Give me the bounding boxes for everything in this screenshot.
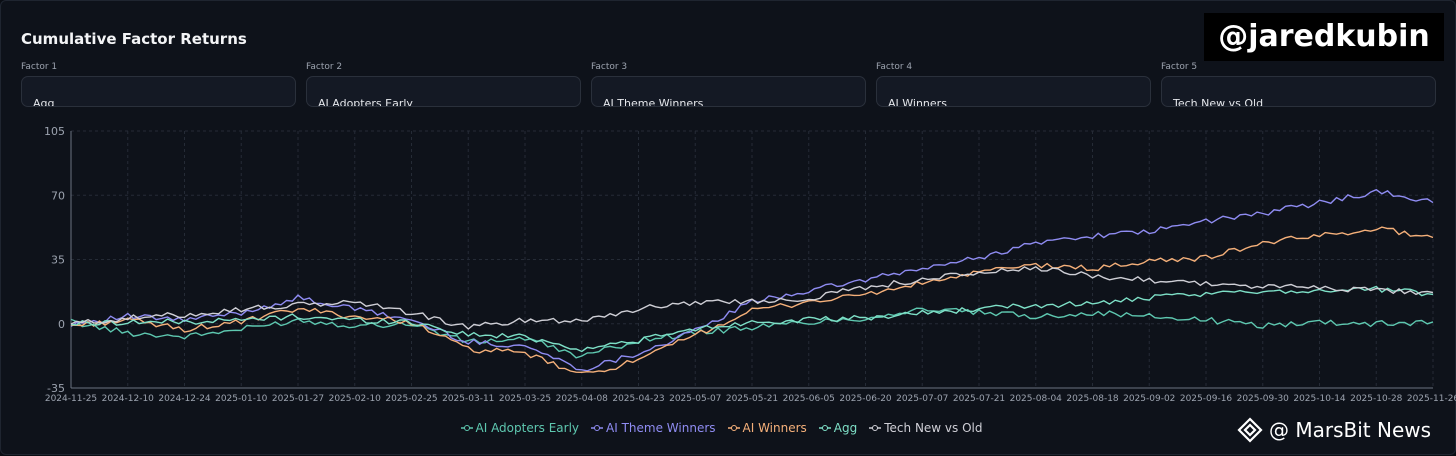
legend-item[interactable]: Agg [818, 421, 858, 435]
x-tick-label: 2025-01-10 [215, 394, 268, 404]
x-tick-label: 2025-09-30 [1237, 394, 1290, 404]
x-tick-label: 2025-01-27 [272, 394, 324, 404]
factor-2-field[interactable]: Factor 2 AI Adopters Early [306, 62, 581, 107]
y-tick-label: 35 [51, 254, 65, 267]
brand-text: @ MarsBit News [1269, 418, 1432, 442]
legend-swatch-icon [460, 425, 473, 431]
watermark-handle: @jaredkubin [1204, 13, 1444, 61]
x-tick-label: 2024-11-25 [45, 394, 97, 404]
factor-2-value: AI Adopters Early [318, 97, 413, 107]
legend-label: AI Adopters Early [475, 421, 580, 435]
grid [70, 130, 1434, 389]
legend-label: AI Theme Winners [606, 421, 716, 435]
x-tick-label: 2025-06-20 [839, 394, 892, 404]
x-tick-label: 2025-08-18 [1066, 394, 1119, 404]
y-tick-label: 105 [44, 125, 65, 138]
factor-5-value: Tech New vs Old [1173, 97, 1264, 107]
legend-swatch-icon [869, 425, 882, 431]
y-tick-label: 70 [51, 189, 65, 202]
factor-2-select[interactable]: AI Adopters Early [306, 76, 581, 107]
x-tick-label: 2025-03-11 [442, 394, 494, 404]
legend-label: AI Winners [742, 421, 807, 435]
legend-item[interactable]: AI Adopters Early [460, 421, 580, 435]
factor-3-select[interactable]: AI Theme Winners [591, 76, 866, 107]
series-line-tech-new-vs-old [70, 265, 1434, 330]
factor-5-field[interactable]: Factor 5 Tech New vs Old [1161, 62, 1436, 107]
x-tick-label: 2025-05-21 [726, 394, 778, 404]
chart-title: Cumulative Factor Returns [21, 30, 247, 48]
factor-1-field[interactable]: Factor 1 Agg [21, 62, 296, 107]
x-tick-label: 2025-07-21 [953, 394, 1005, 404]
legend-label: Tech New vs Old [884, 421, 983, 435]
factor-1-select[interactable]: Agg [21, 76, 296, 107]
factor-1-value: Agg [33, 97, 55, 107]
series-lines [70, 188, 1434, 374]
factor-3-field[interactable]: Factor 3 AI Theme Winners [591, 62, 866, 107]
x-tick-label: 2025-07-07 [896, 394, 948, 404]
axes: -35 0 35 70 105 2024-11-25 2024-12-10 2024-12-2… [44, 125, 1456, 404]
factor-1-label: Factor 1 [21, 62, 58, 72]
legend-swatch-icon [818, 425, 831, 431]
factor-4-field[interactable]: Factor 4 AI Winners [876, 62, 1151, 107]
legend-item[interactable]: AI Winners [727, 421, 807, 435]
marsbit-logo-icon [1237, 417, 1263, 443]
x-tick-label: 2025-02-10 [329, 394, 382, 404]
factor-2-label: Factor 2 [306, 62, 343, 72]
x-tick-label: 2025-03-25 [499, 394, 551, 404]
x-tick-label: 2025-04-08 [556, 394, 609, 404]
factor-3-value: AI Theme Winners [603, 97, 704, 107]
factor-5-select[interactable]: Tech New vs Old [1161, 76, 1436, 107]
y-tick-label: -35 [47, 382, 65, 395]
legend-swatch-icon [591, 425, 604, 431]
x-tick-label: 2024-12-24 [158, 394, 211, 404]
legend-item[interactable]: AI Theme Winners [591, 421, 716, 435]
legend-swatch-icon [727, 425, 740, 431]
x-tick-label: 2025-10-28 [1350, 394, 1403, 404]
x-tick-label: 2025-02-25 [385, 394, 437, 404]
factor-4-value: AI Winners [888, 97, 947, 107]
legend-label: Agg [833, 421, 858, 435]
x-tick-label: 2024-12-10 [102, 394, 155, 404]
x-tick-label: 2025-09-16 [1180, 394, 1233, 404]
x-tick-label: 2025-08-04 [1010, 394, 1063, 404]
series-line-agg [70, 285, 1434, 353]
legend-item[interactable]: Tech New vs Old [869, 421, 983, 435]
x-tick-label: 2025-10-14 [1293, 394, 1346, 404]
factor-5-label: Factor 5 [1161, 62, 1198, 72]
brand-mark: @ MarsBit News [1237, 417, 1431, 443]
x-tick-label: 2025-11-26 [1407, 394, 1456, 404]
factor-3-label: Factor 3 [591, 62, 628, 72]
y-tick-label: 0 [58, 318, 65, 331]
x-tick-label: 2025-06-05 [783, 394, 835, 404]
factor-4-select[interactable]: AI Winners [876, 76, 1151, 107]
legend: AI Adopters Early AI Theme Winners AI Winn… [1, 421, 1456, 436]
x-tick-label: 2025-05-07 [669, 394, 721, 404]
factor-4-label: Factor 4 [876, 62, 913, 72]
x-tick-label: 2025-09-02 [1123, 394, 1175, 404]
series-line-ai-winners [70, 226, 1434, 374]
x-tick-label: 2025-04-23 [612, 394, 664, 404]
